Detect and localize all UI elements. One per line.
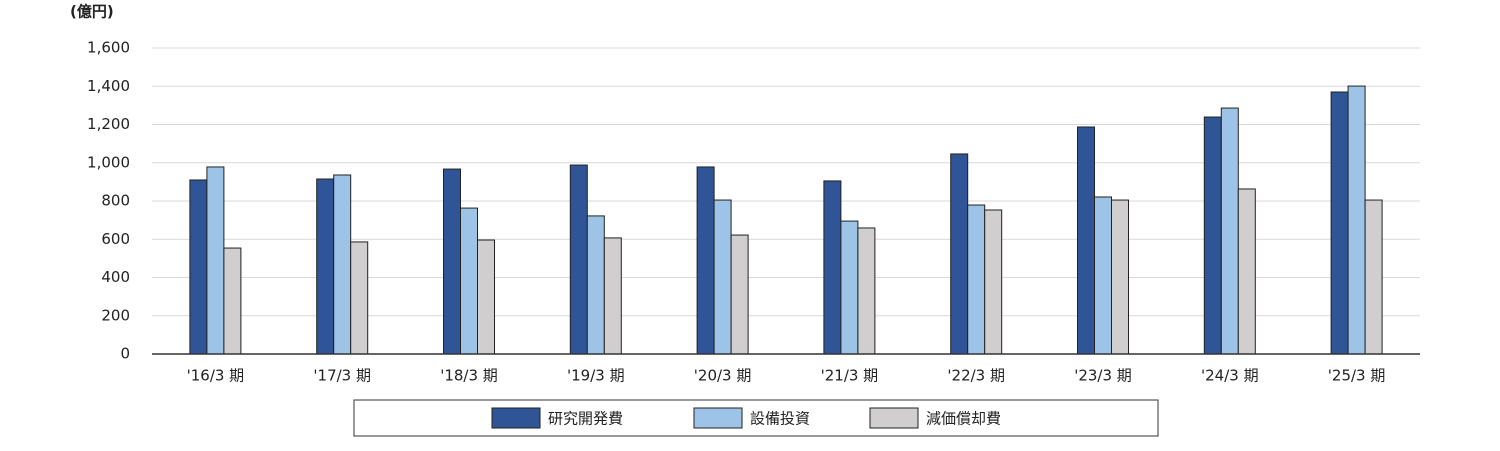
y-tick-label: 1,000: [87, 153, 130, 171]
bar: [950, 153, 969, 355]
bar: [460, 207, 478, 355]
bar: [1364, 199, 1383, 355]
x-tick-label: '18/3 期: [440, 367, 498, 385]
x-tick-label: '17/3 期: [313, 367, 371, 385]
bar: [1237, 188, 1256, 355]
bar: [206, 166, 225, 355]
legend-label: 設備投資: [750, 410, 810, 428]
legend-swatch: [869, 407, 919, 429]
bar: [477, 239, 495, 355]
y-tick-label: 1,600: [87, 39, 130, 57]
legend-swatch: [693, 407, 743, 429]
bar: [223, 247, 242, 355]
bar: [1111, 199, 1129, 355]
bar: [569, 164, 588, 355]
bar: [189, 179, 208, 355]
x-tick-label: '16/3 期: [187, 367, 245, 385]
x-tick-label: '25/3 期: [1328, 367, 1386, 385]
bar: [857, 227, 876, 355]
bar: [333, 174, 352, 355]
bar: [316, 178, 335, 355]
bar: [823, 180, 842, 355]
y-axis-label: (億円): [70, 3, 114, 21]
bar: [1077, 126, 1095, 355]
x-tick-label: '20/3 期: [694, 367, 752, 385]
legend-label: 減価償却費: [926, 410, 1001, 428]
y-tick-label: 1,200: [87, 115, 130, 133]
y-tick-label: 800: [101, 192, 130, 210]
y-tick-label: 0: [120, 345, 130, 363]
bar: [350, 241, 369, 355]
bar: [713, 199, 732, 355]
bar: [1094, 196, 1112, 355]
bar: [603, 237, 622, 355]
y-tick-label: 200: [101, 306, 130, 324]
bar: [696, 166, 715, 355]
y-tick-label: 1,400: [87, 77, 130, 95]
bar: [967, 204, 986, 355]
bar: [1220, 107, 1239, 355]
x-tick-label: '21/3 期: [821, 367, 879, 385]
x-tick-label: '23/3 期: [1074, 367, 1132, 385]
bar: [730, 234, 749, 355]
legend-label: 研究開発費: [548, 410, 623, 428]
y-tick-label: 600: [101, 230, 130, 248]
legend-box: [353, 399, 1159, 437]
bar: [1347, 85, 1366, 355]
x-tick-label: '24/3 期: [1201, 367, 1259, 385]
legend-swatch: [491, 407, 541, 429]
bar: [443, 168, 461, 355]
y-tick-label: 400: [101, 268, 130, 286]
bar: [984, 209, 1003, 355]
bar: [840, 220, 859, 355]
x-tick-label: '22/3 期: [947, 367, 1005, 385]
x-tick-label: '19/3 期: [567, 367, 625, 385]
bar: [1203, 116, 1222, 355]
bar: [1330, 91, 1349, 355]
bar: [586, 215, 605, 355]
